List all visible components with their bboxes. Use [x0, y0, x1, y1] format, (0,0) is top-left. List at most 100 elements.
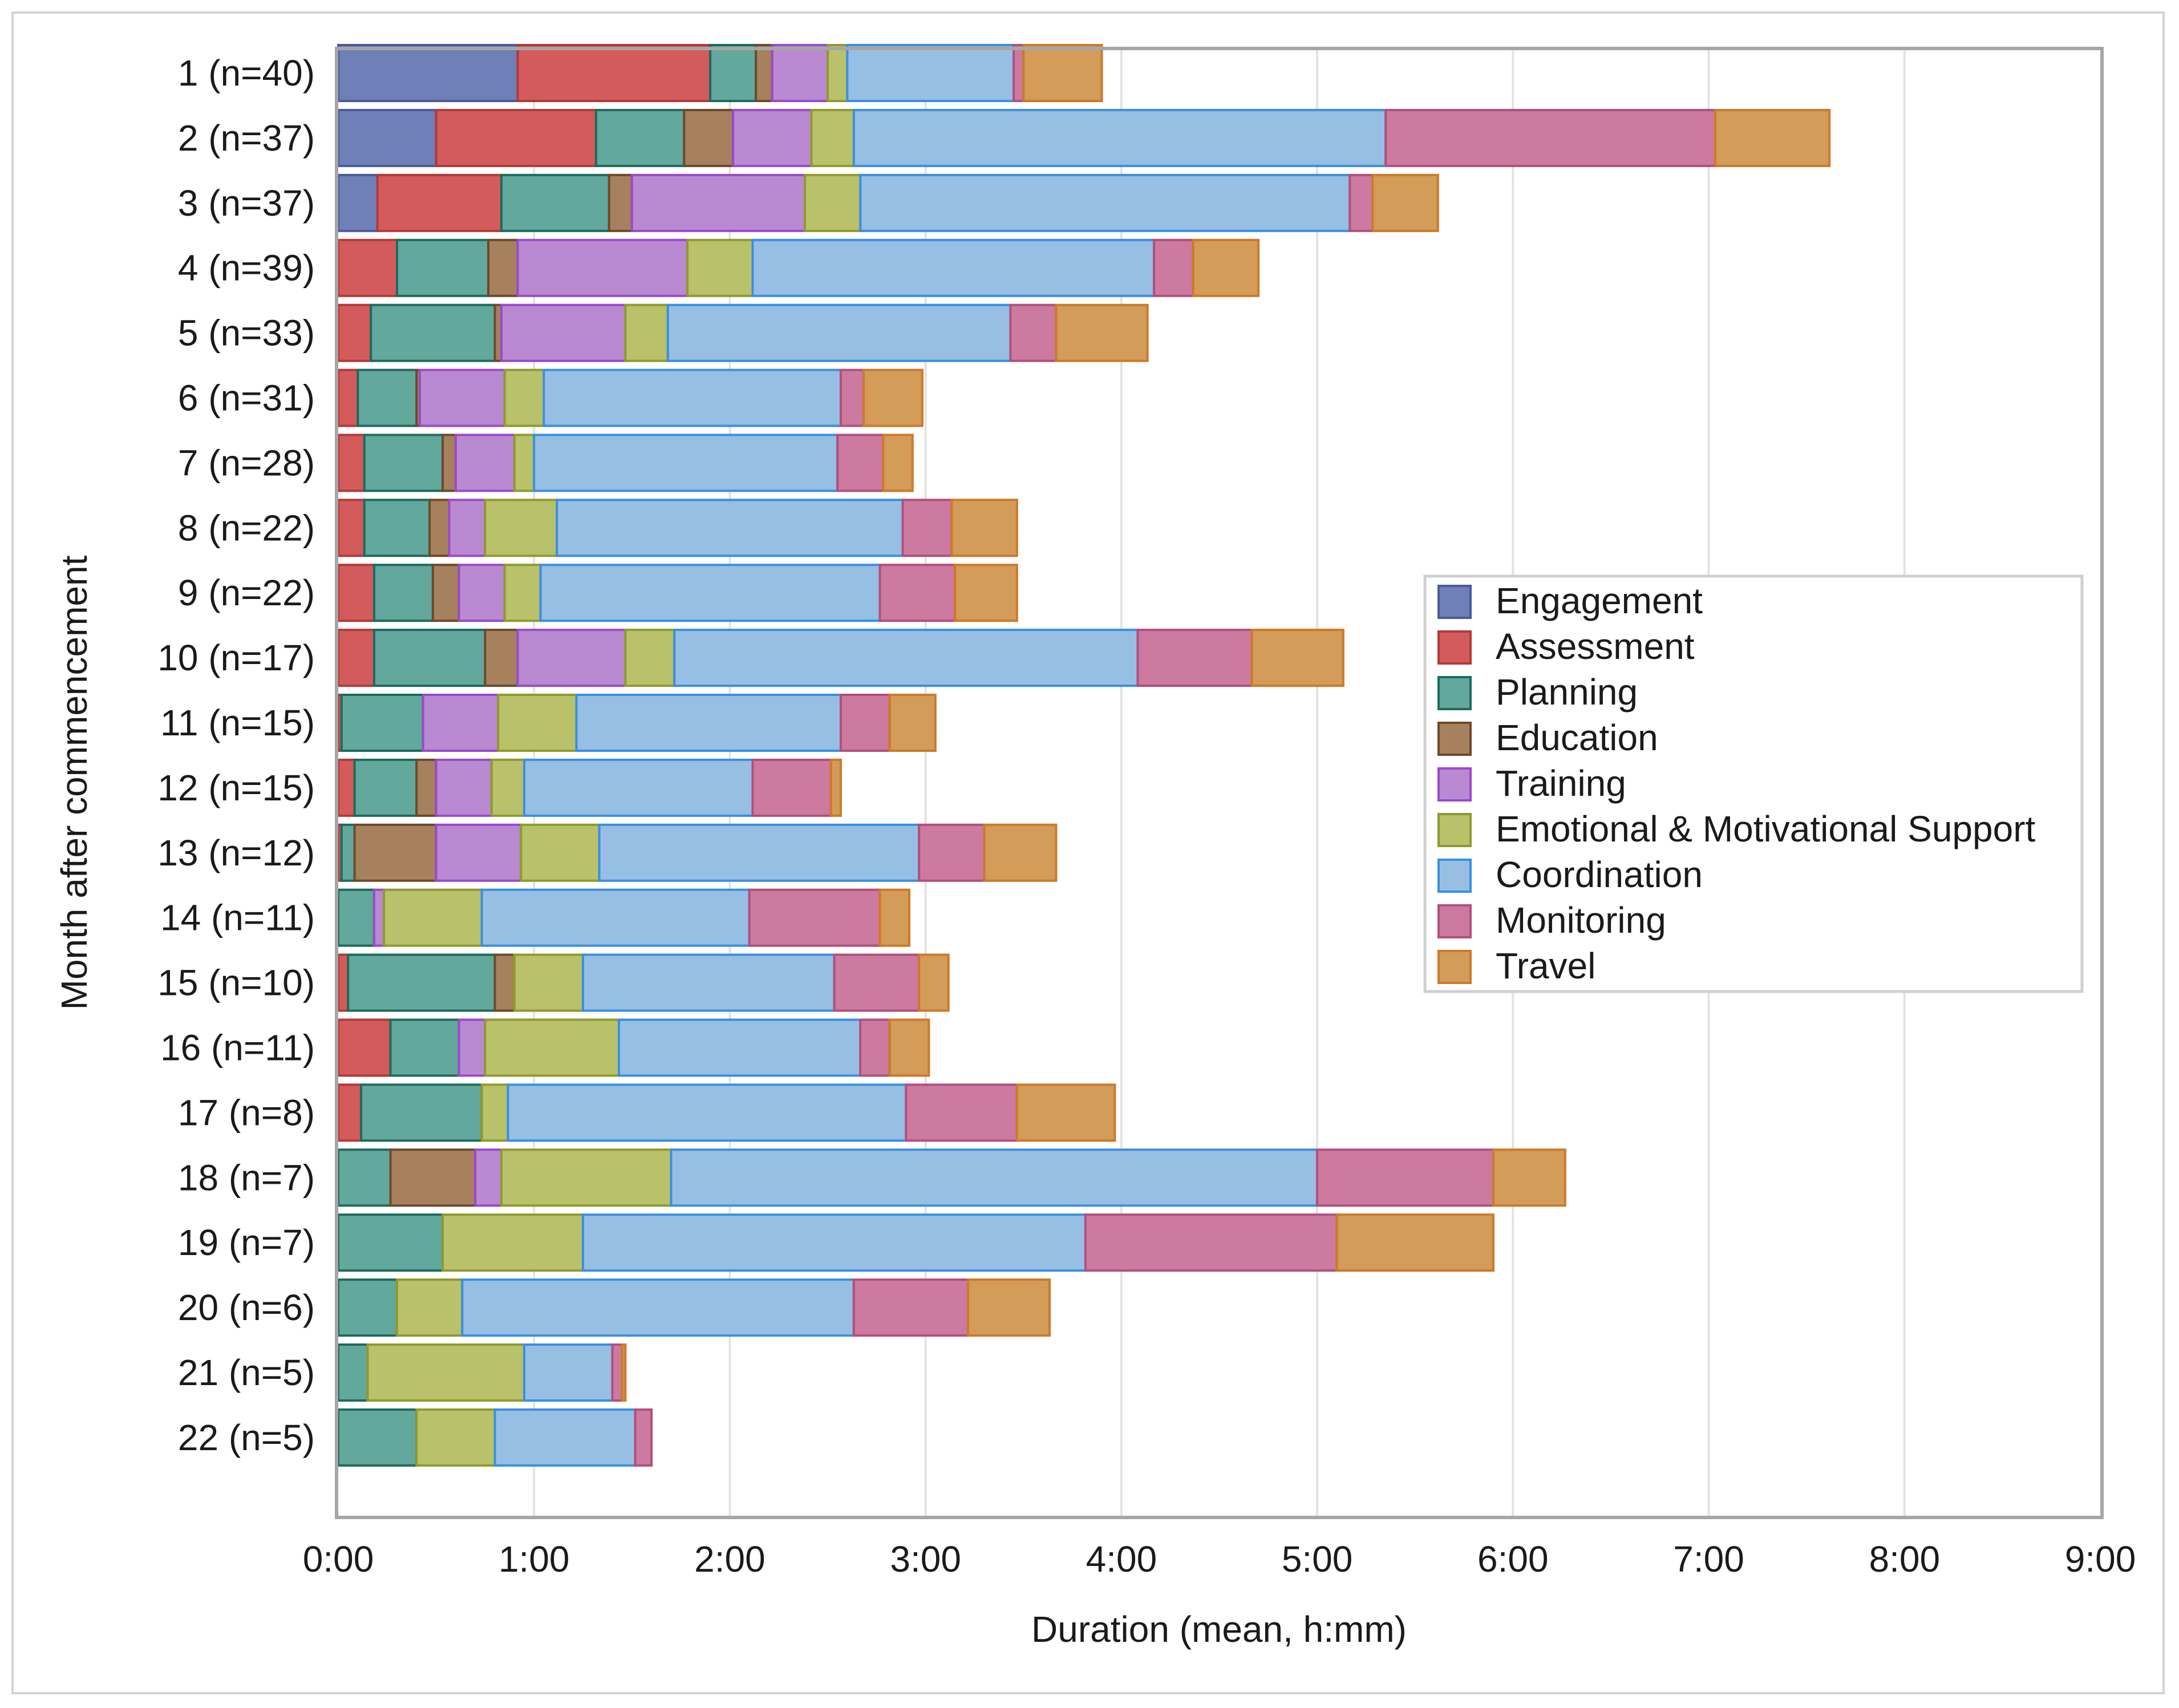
- bar-segment: [337, 499, 366, 557]
- bar-segment: [337, 1148, 392, 1207]
- bar-segment: [755, 44, 773, 102]
- bar-segment: [457, 564, 506, 622]
- y-tick-label: 17 (n=8): [178, 1092, 315, 1133]
- bar-segment: [337, 758, 356, 817]
- legend-label: Education: [1496, 717, 1658, 758]
- bar-segment: [617, 1018, 862, 1077]
- bar-segment: [1250, 629, 1344, 687]
- bar-segment: [507, 1083, 908, 1142]
- bar-segment: [827, 44, 849, 102]
- x-tick-label: 7:00: [1673, 1539, 1744, 1580]
- bar-segment: [497, 694, 578, 752]
- legend-box: [1423, 574, 2084, 993]
- bars-layer: [337, 44, 1831, 1467]
- x-tick-label: 9:00: [2065, 1539, 2136, 1580]
- bar-segment: [859, 173, 1351, 232]
- bar-segment: [670, 1148, 1319, 1207]
- bar-segment: [624, 629, 676, 687]
- y-tick-label: 11 (n=15): [160, 702, 315, 743]
- bar-segment: [353, 758, 418, 817]
- bar-segment: [523, 1343, 614, 1402]
- bar-segment: [836, 434, 885, 492]
- bar-segment: [337, 629, 375, 687]
- legend-swatch: [1437, 676, 1472, 710]
- bar-segment: [888, 1018, 930, 1077]
- bar-segment: [846, 44, 1015, 102]
- legend-swatch: [1437, 630, 1472, 665]
- chart-frame: [11, 11, 2165, 1694]
- legend-swatch: [1437, 950, 1472, 984]
- bar-segment: [340, 694, 424, 752]
- y-tick-label: 3 (n=37): [178, 183, 315, 224]
- bar-segment: [490, 758, 526, 817]
- legend-swatch: [1437, 859, 1472, 893]
- x-tick-label: 8:00: [1869, 1539, 1940, 1580]
- bar-segment: [337, 44, 519, 102]
- bar-segment: [337, 434, 366, 492]
- y-tick-label: 15 (n=10): [157, 962, 315, 1003]
- bar-segment: [484, 1018, 620, 1077]
- bar-segment: [474, 1148, 503, 1207]
- y-tick-label: 8 (n=22): [178, 507, 315, 548]
- bar-segment: [1192, 238, 1260, 297]
- bar-segment: [435, 108, 597, 167]
- bar-segment: [383, 888, 483, 947]
- bar-segment: [442, 1213, 585, 1272]
- bar-segment: [435, 823, 523, 882]
- bar-segment: [337, 1083, 363, 1142]
- bar-segment: [1022, 44, 1103, 102]
- y-tick-label: 5 (n=33): [178, 313, 315, 354]
- bar-segment: [366, 1343, 526, 1402]
- bar-segment: [1009, 303, 1058, 362]
- bar-segment: [1335, 1213, 1495, 1272]
- bar-segment: [751, 238, 1156, 297]
- bar-segment: [1015, 1083, 1116, 1142]
- bar-segment: [839, 369, 865, 427]
- bar-segment: [523, 758, 754, 817]
- bar-segment: [357, 369, 418, 427]
- bar-segment: [493, 1408, 637, 1467]
- x-tick-label: 0:00: [303, 1539, 374, 1580]
- x-tick-label: 3:00: [890, 1539, 961, 1580]
- bar-segment: [480, 1083, 509, 1142]
- bar-segment: [370, 303, 496, 362]
- bar-segment: [419, 369, 506, 427]
- bar-segment: [1055, 303, 1149, 362]
- bar-segment: [732, 108, 813, 167]
- y-tick-label: 16 (n=11): [160, 1027, 315, 1068]
- bar-segment: [1492, 1148, 1566, 1207]
- bar-segment: [513, 953, 585, 1012]
- bar-segment: [594, 108, 686, 167]
- y-tick-label: 19 (n=7): [178, 1222, 315, 1263]
- bar-segment: [1012, 44, 1025, 102]
- bar-segment: [363, 434, 444, 492]
- bar-segment: [337, 303, 372, 362]
- bar-segment: [337, 1018, 392, 1077]
- bar-segment: [516, 238, 689, 297]
- bar-segment: [967, 1278, 1051, 1337]
- y-tick-label: 6 (n=31): [178, 378, 315, 419]
- legend-label: Coordination: [1496, 854, 1703, 895]
- bar-segment: [493, 953, 516, 1012]
- x-tick-label: 4:00: [1086, 1539, 1157, 1580]
- bar-segment: [484, 629, 519, 687]
- y-tick-label: 4 (n=39): [178, 248, 315, 289]
- bar-segment: [833, 953, 921, 1012]
- y-tick-label: 21 (n=5): [178, 1352, 315, 1393]
- bar-segment: [484, 499, 558, 557]
- legend-label: Monitoring: [1496, 900, 1666, 941]
- x-tick-label: 2:00: [694, 1539, 766, 1580]
- bar-segment: [683, 108, 735, 167]
- bar-segment: [882, 434, 914, 492]
- bar-segment: [771, 44, 829, 102]
- bar-segment: [1316, 1148, 1495, 1207]
- bar-segment: [624, 303, 669, 362]
- bar-segment: [709, 44, 758, 102]
- bar-segment: [862, 369, 924, 427]
- bar-segment: [829, 758, 842, 817]
- bar-segment: [461, 1278, 855, 1337]
- bar-segment: [389, 1148, 477, 1207]
- bar-segment: [347, 953, 496, 1012]
- bar-segment: [337, 1213, 444, 1272]
- bar-segment: [852, 1278, 970, 1337]
